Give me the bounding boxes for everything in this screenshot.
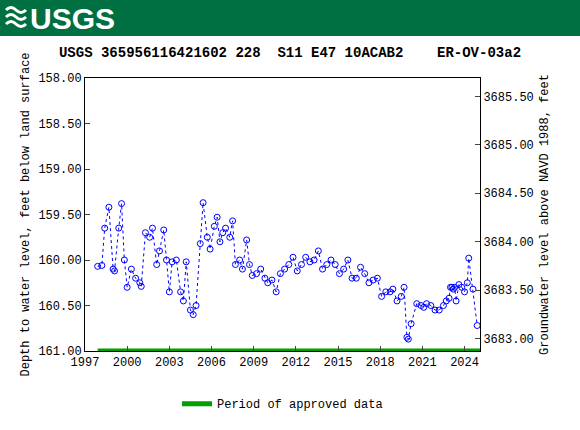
svg-text:2006: 2006 xyxy=(197,356,226,370)
svg-text:2021: 2021 xyxy=(408,356,437,370)
svg-text:159.00: 159.00 xyxy=(38,163,81,177)
svg-text:Depth to water level, feet bel: Depth to water level, feet below land su… xyxy=(19,52,33,376)
svg-text:2000: 2000 xyxy=(113,356,142,370)
svg-text:2015: 2015 xyxy=(324,356,353,370)
svg-text:1997: 1997 xyxy=(71,356,100,370)
svg-text:158.00: 158.00 xyxy=(38,72,81,86)
svg-text:2018: 2018 xyxy=(366,356,395,370)
svg-text:3685.50: 3685.50 xyxy=(483,91,533,105)
svg-text:161.00: 161.00 xyxy=(38,345,81,359)
svg-text:160.00: 160.00 xyxy=(38,254,81,268)
svg-text:3683.00: 3683.00 xyxy=(483,333,533,347)
svg-text:Period of approved data: Period of approved data xyxy=(217,398,383,412)
svg-text:3684.00: 3684.00 xyxy=(483,236,533,250)
svg-text:3684.50: 3684.50 xyxy=(483,187,533,201)
svg-text:160.50: 160.50 xyxy=(38,300,81,314)
svg-text:158.50: 158.50 xyxy=(38,118,81,132)
svg-text:3683.50: 3683.50 xyxy=(483,284,533,298)
svg-text:USGS 365956116421602 228 S11: USGS 365956116421602 228 S11 E47 10ACAB2… xyxy=(59,45,521,61)
svg-text:2024: 2024 xyxy=(450,356,479,370)
svg-text:3685.00: 3685.00 xyxy=(483,139,533,153)
svg-text:Groundwater level above NAVD 1: Groundwater level above NAVD 1988, feet xyxy=(538,74,552,355)
svg-text:159.50: 159.50 xyxy=(38,209,81,223)
svg-text:USGS: USGS xyxy=(30,2,115,35)
svg-text:2003: 2003 xyxy=(155,356,184,370)
svg-text:2009: 2009 xyxy=(239,356,268,370)
svg-text:2012: 2012 xyxy=(281,356,310,370)
